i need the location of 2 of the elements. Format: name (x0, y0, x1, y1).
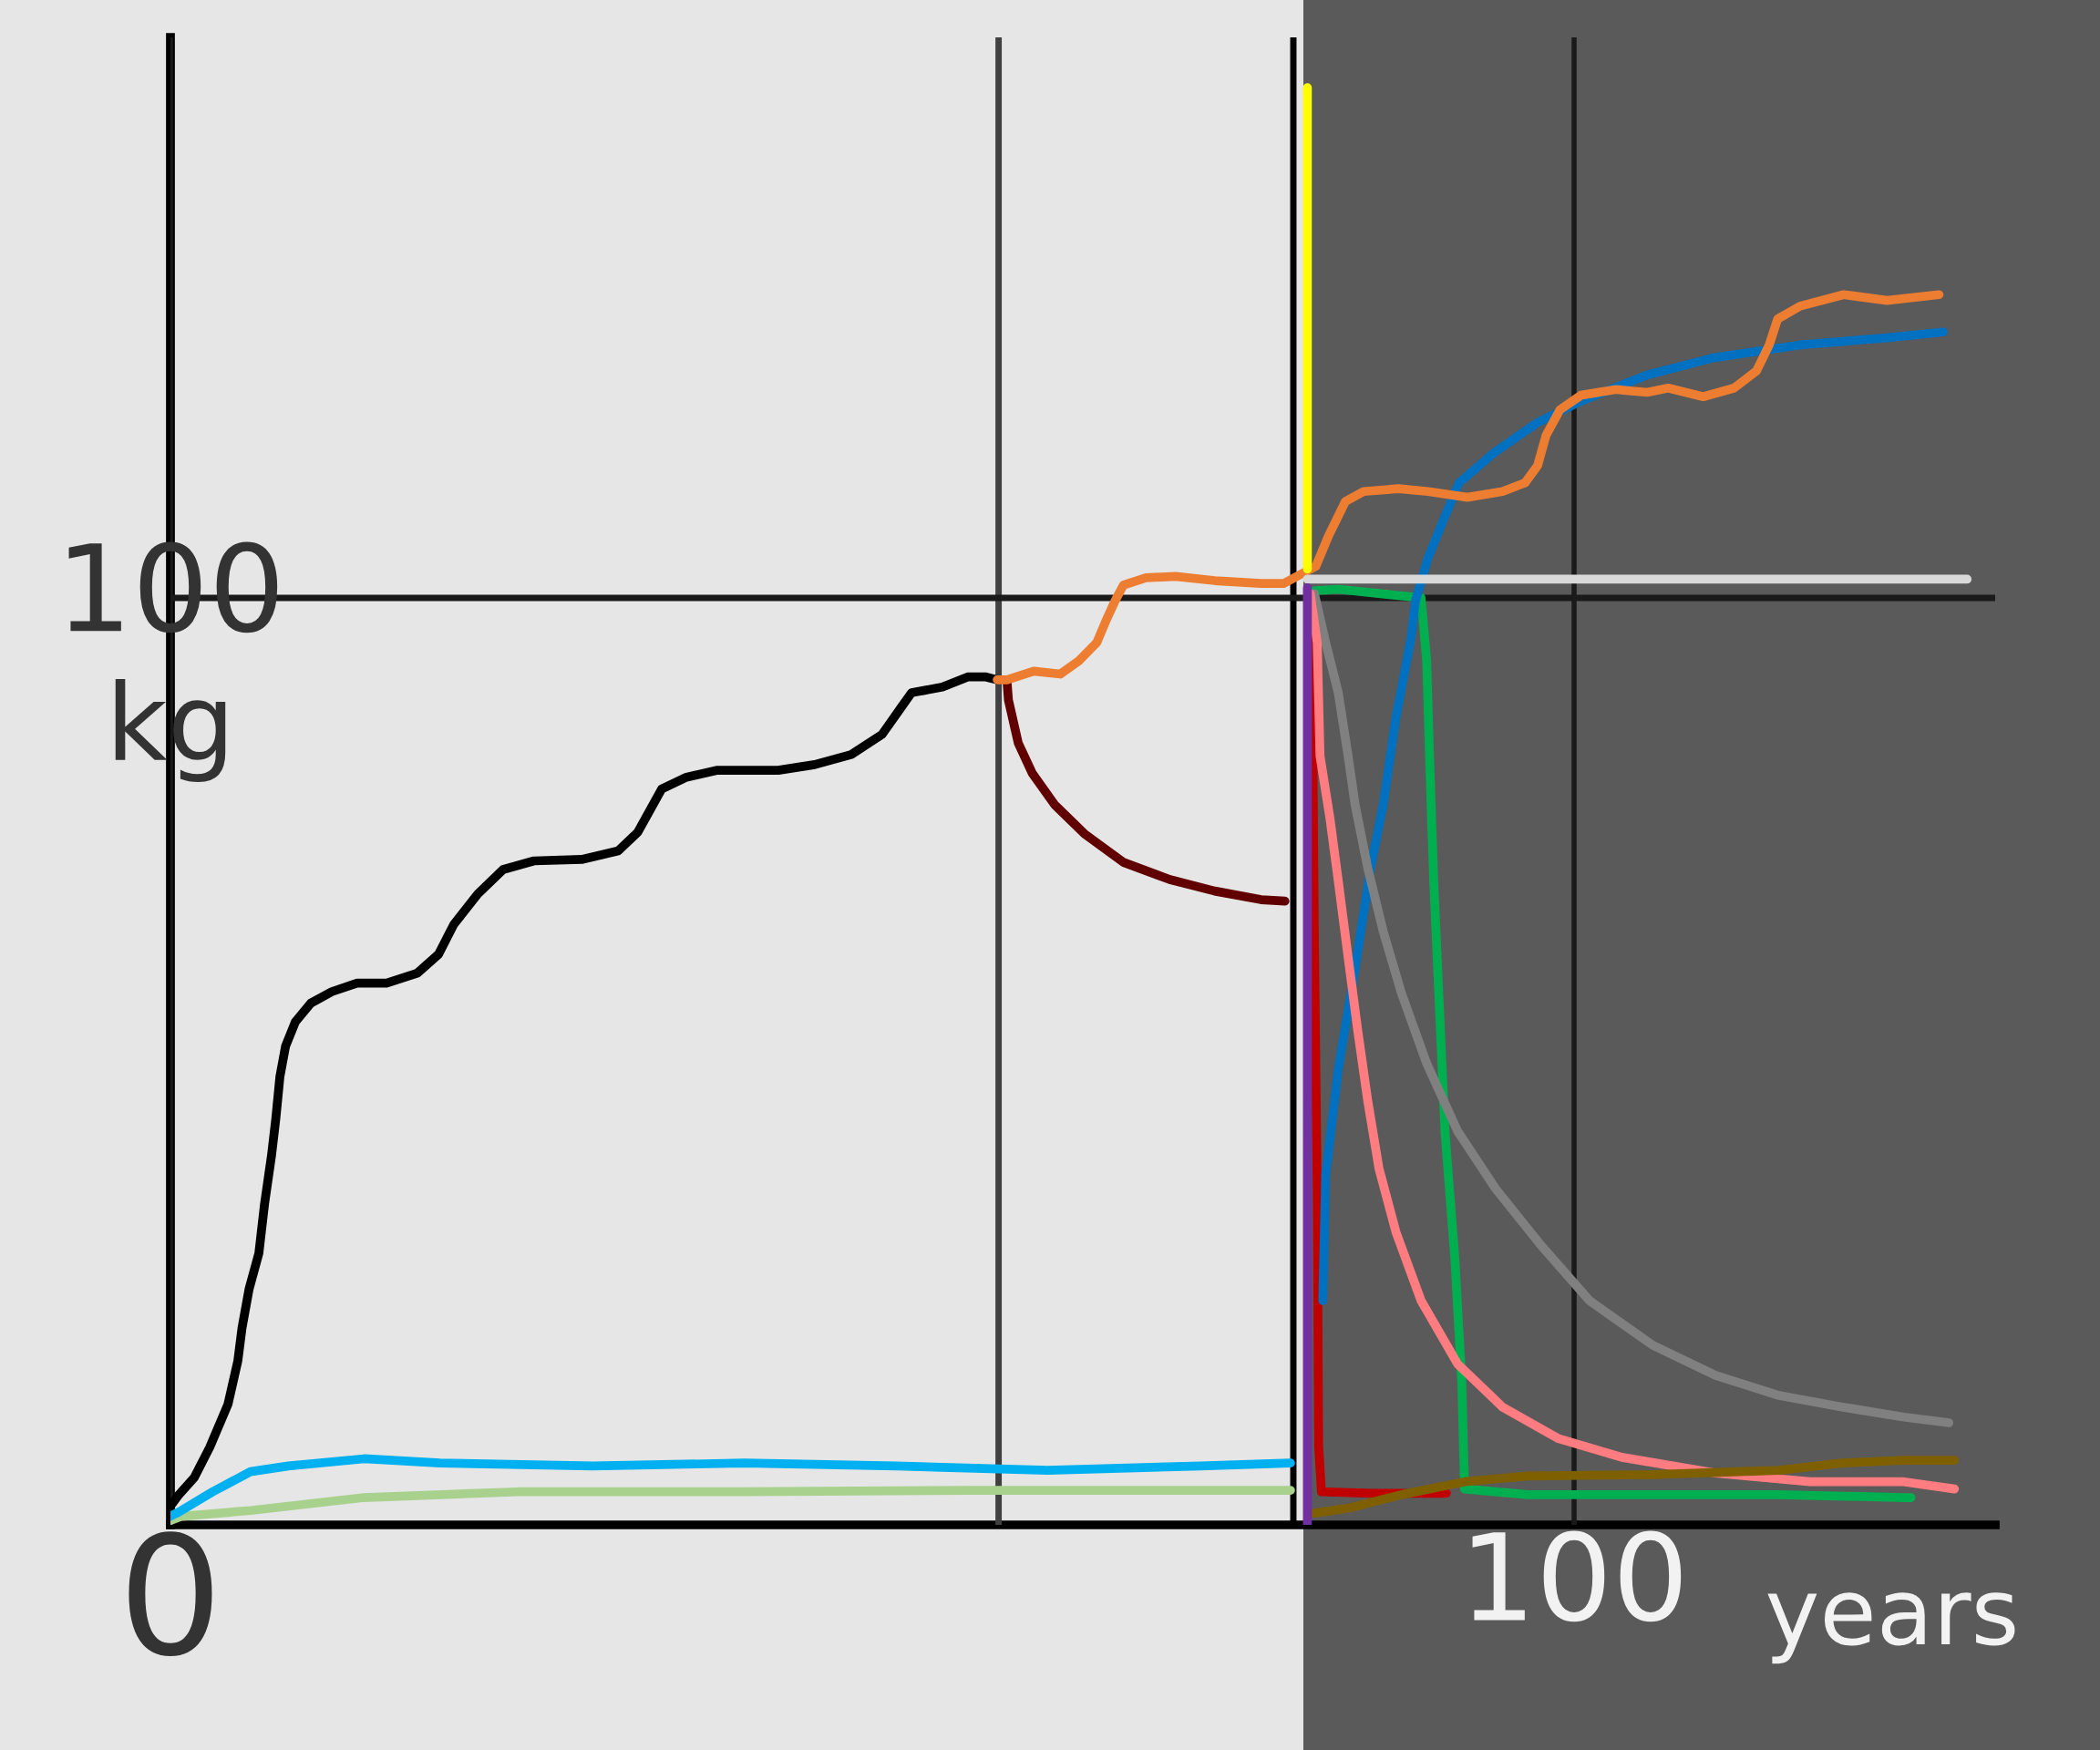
x-axis-title: years (1767, 1592, 2015, 1664)
x-tick-label: 0 (129, 1531, 212, 1656)
